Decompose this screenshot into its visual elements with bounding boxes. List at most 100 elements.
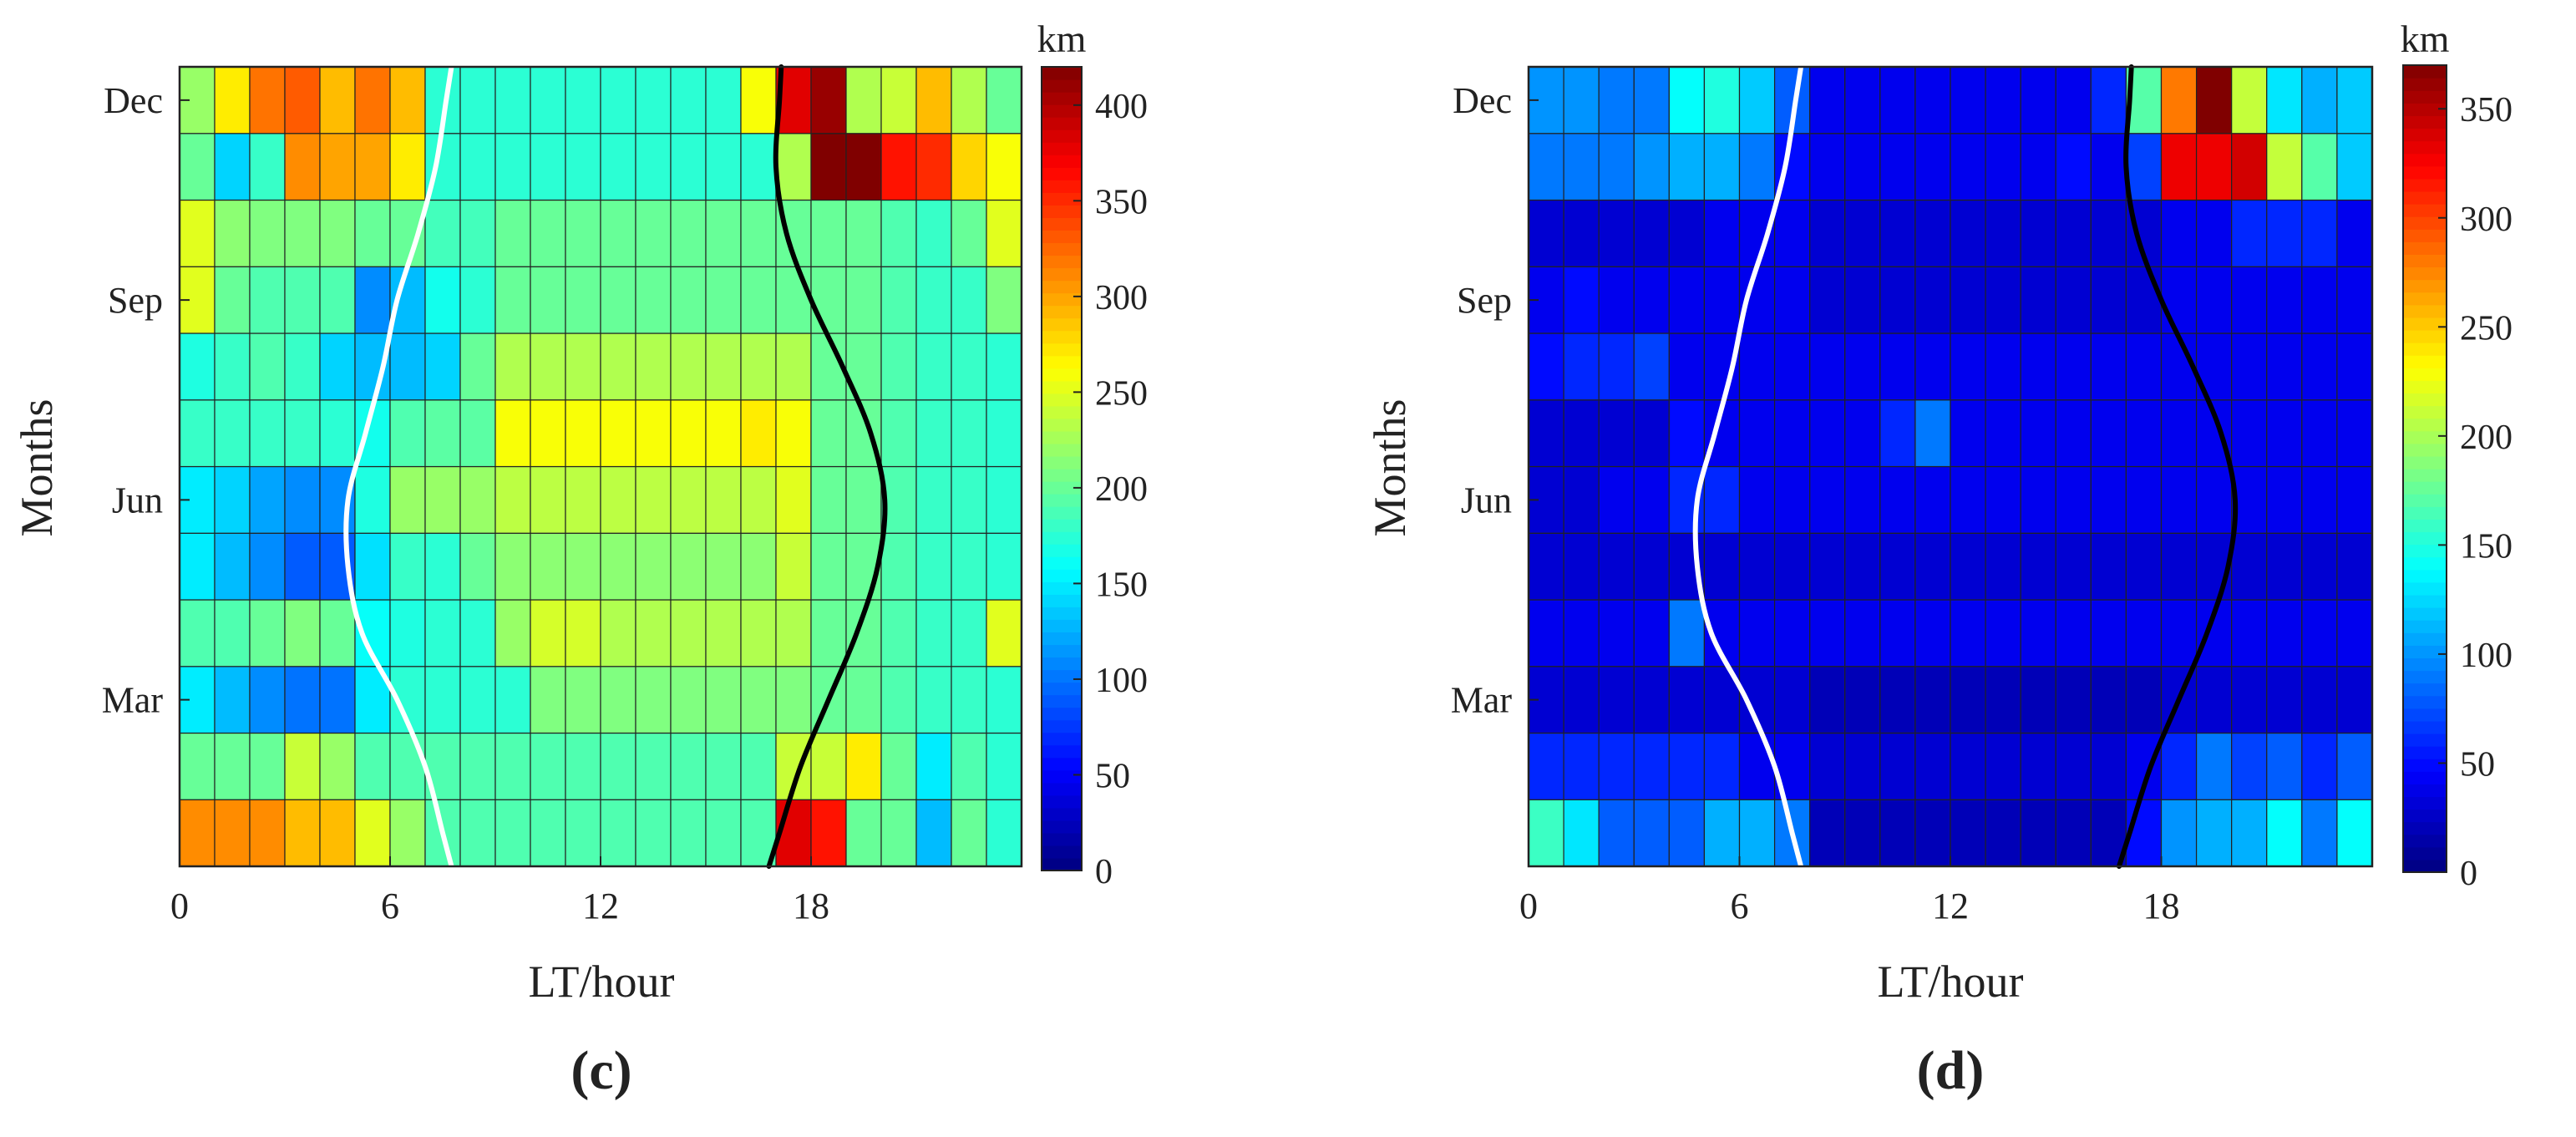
heatmap-cell bbox=[1773, 532, 1811, 601]
heatmap-cell bbox=[249, 399, 286, 468]
colorbar-segment bbox=[1042, 192, 1082, 206]
heatmap-cell bbox=[1950, 199, 1986, 267]
heatmap-cell bbox=[1950, 666, 1986, 734]
heatmap-cell bbox=[2160, 465, 2198, 534]
heatmap-cell bbox=[880, 732, 917, 800]
heatmap-cell bbox=[2090, 199, 2127, 267]
heatmap-cell bbox=[1879, 732, 1916, 800]
heatmap-cell bbox=[2301, 532, 2338, 601]
heatmap-cell bbox=[530, 666, 566, 734]
heatmap-cell bbox=[1809, 266, 1846, 334]
colorbar-segment bbox=[1042, 632, 1082, 646]
colorbar-segment bbox=[1042, 455, 1082, 470]
heatmap-cell bbox=[1563, 599, 1600, 667]
heatmap-cell bbox=[2160, 133, 2198, 201]
heatmap-cell bbox=[880, 199, 917, 267]
heatmap-cell bbox=[845, 133, 882, 201]
heatmap-cell bbox=[951, 332, 987, 401]
colorbar-tick-label: 50 bbox=[1095, 757, 1130, 795]
colorbar-tick-label: 100 bbox=[1095, 662, 1148, 700]
heatmap-cell bbox=[2231, 199, 2268, 267]
colorbar-segment bbox=[2403, 683, 2447, 697]
heatmap-cell bbox=[845, 199, 882, 267]
heatmap-cell bbox=[1809, 332, 1846, 401]
heatmap-cell bbox=[179, 799, 216, 867]
heatmap-cell bbox=[2055, 666, 2092, 734]
heatmap-cell bbox=[249, 266, 286, 334]
colorbar-segment bbox=[2403, 317, 2447, 331]
heatmap-cell bbox=[635, 532, 672, 601]
heatmap-cell bbox=[1809, 133, 1846, 201]
heatmap-cell bbox=[1668, 133, 1706, 201]
heatmap-cell bbox=[1950, 732, 1986, 800]
x-tick-label: 18 bbox=[2143, 886, 2180, 926]
heatmap-cell bbox=[1528, 199, 1564, 267]
heatmap-cell bbox=[740, 199, 777, 267]
heatmap-cell bbox=[600, 666, 636, 734]
colorbar-segment bbox=[2403, 405, 2447, 419]
colorbar-tick-label: 350 bbox=[2460, 91, 2513, 129]
heatmap-cell bbox=[1950, 399, 1986, 468]
heatmap-cell bbox=[1844, 465, 1881, 534]
colorbar-segment bbox=[2403, 343, 2447, 356]
heatmap-cell bbox=[2195, 799, 2233, 867]
heatmap-cell bbox=[740, 599, 777, 667]
heatmap-cell bbox=[1879, 199, 1916, 267]
heatmap-cell bbox=[1950, 599, 1986, 667]
heatmap-cell bbox=[565, 266, 601, 334]
colorbar-segment bbox=[1042, 845, 1082, 859]
heatmap-cell bbox=[284, 599, 321, 667]
colorbar-tick-label: 350 bbox=[1095, 183, 1148, 221]
heatmap-cell bbox=[845, 266, 882, 334]
colorbar-segment bbox=[2403, 393, 2447, 407]
heatmap-cell bbox=[1879, 332, 1916, 401]
colorbar-segment bbox=[1042, 820, 1082, 834]
heatmap-cell bbox=[2020, 799, 2056, 867]
colorbar-segment bbox=[1042, 180, 1082, 193]
heatmap-cell bbox=[1598, 399, 1635, 468]
colorbar-segment bbox=[1042, 732, 1082, 746]
heatmap-cell bbox=[915, 266, 952, 334]
heatmap-cell bbox=[2301, 599, 2338, 667]
heatmap-cell bbox=[2160, 532, 2198, 601]
colorbar-segment bbox=[1042, 481, 1082, 495]
heatmap-cell bbox=[1668, 66, 1706, 135]
heatmap-cell bbox=[2090, 266, 2127, 334]
heatmap-cell bbox=[354, 66, 391, 135]
colorbar-segment bbox=[2403, 859, 2447, 873]
heatmap-cell bbox=[1809, 666, 1846, 734]
heatmap-cell bbox=[740, 465, 777, 534]
heatmap-cell bbox=[986, 465, 1022, 534]
colorbar-segment bbox=[1042, 393, 1082, 407]
heatmap-cell bbox=[810, 66, 847, 135]
heatmap-cell bbox=[1985, 66, 2021, 135]
heatmap-cell bbox=[740, 66, 777, 135]
heatmap-cell bbox=[565, 799, 601, 867]
heatmap-cell bbox=[1950, 532, 1986, 601]
heatmap-cell bbox=[1563, 799, 1600, 867]
heatmap-cell bbox=[1598, 332, 1635, 401]
heatmap-cell bbox=[1773, 399, 1811, 468]
heatmap-cell bbox=[2020, 465, 2056, 534]
heatmap-cell bbox=[845, 799, 882, 867]
colorbar-segment bbox=[1042, 129, 1082, 143]
heatmap-cell bbox=[2231, 666, 2268, 734]
heatmap-cell bbox=[1598, 799, 1635, 867]
heatmap-cell bbox=[530, 133, 566, 201]
heatmap-cell bbox=[2125, 465, 2163, 534]
heatmap-cell bbox=[2125, 332, 2163, 401]
colorbar-segment bbox=[2403, 695, 2447, 709]
heatmap-cell bbox=[354, 465, 391, 534]
heatmap-cell bbox=[284, 332, 321, 401]
heatmap-cell bbox=[986, 266, 1022, 334]
heatmap-cell bbox=[1914, 399, 1951, 468]
heatmap-cell bbox=[2301, 465, 2338, 534]
heatmap-cell bbox=[2195, 133, 2233, 201]
heatmap-cell bbox=[459, 66, 496, 135]
heatmap-cell bbox=[1563, 465, 1600, 534]
heatmap-cell bbox=[2020, 332, 2056, 401]
colorbar-segment bbox=[1042, 330, 1082, 344]
heatmap-cell bbox=[775, 133, 812, 201]
heatmap-cell bbox=[2231, 732, 2268, 800]
